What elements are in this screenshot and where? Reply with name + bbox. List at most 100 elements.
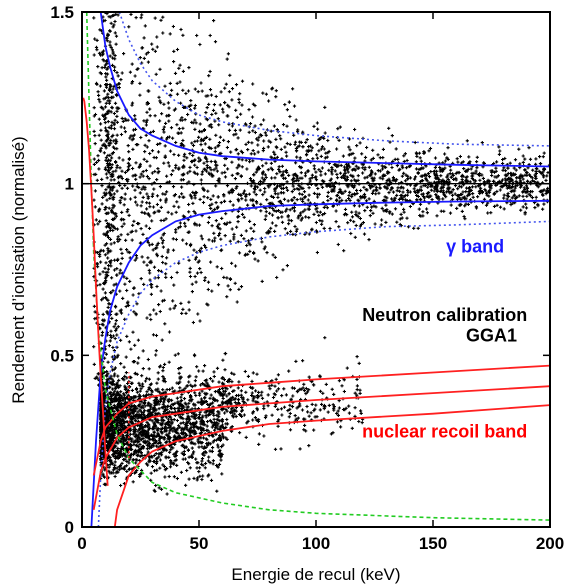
data-point <box>315 156 320 160</box>
data-point <box>503 156 507 161</box>
data-point <box>180 192 184 196</box>
data-point <box>186 89 191 93</box>
data-point <box>140 447 144 451</box>
data-point <box>233 128 237 132</box>
data-point <box>205 302 209 306</box>
data-point <box>148 437 152 442</box>
data-point <box>104 75 108 79</box>
data-point <box>517 194 521 198</box>
data-point <box>209 197 213 201</box>
data-point <box>156 389 160 393</box>
data-point <box>311 157 315 161</box>
data-point <box>402 210 406 214</box>
data-point <box>225 394 229 398</box>
data-point <box>268 230 272 234</box>
data-point <box>399 185 404 189</box>
data-point <box>115 109 119 113</box>
data-point <box>464 169 468 173</box>
data-point <box>113 258 117 262</box>
data-point <box>196 427 200 431</box>
data-point <box>203 156 208 160</box>
data-point <box>127 303 131 308</box>
data-point <box>149 292 153 296</box>
data-point <box>474 185 478 189</box>
data-point <box>191 201 195 205</box>
data-point <box>534 195 538 199</box>
data-point <box>140 453 144 457</box>
data-point <box>438 165 442 170</box>
data-point <box>237 199 241 203</box>
data-point <box>141 174 145 178</box>
data-point <box>513 186 517 190</box>
data-point <box>184 417 188 421</box>
data-point <box>123 282 127 286</box>
data-point <box>198 474 202 478</box>
data-point <box>326 194 330 198</box>
data-point <box>285 188 290 192</box>
data-point <box>193 274 197 279</box>
data-point <box>191 452 195 456</box>
data-point <box>253 124 257 128</box>
data-point <box>292 104 297 108</box>
data-point <box>227 90 231 94</box>
data-point <box>534 170 538 174</box>
data-point <box>166 210 170 214</box>
data-point <box>192 248 196 252</box>
data-point <box>106 267 110 271</box>
data-point <box>164 121 168 125</box>
data-point <box>340 198 344 202</box>
data-point <box>286 409 290 413</box>
data-point <box>115 449 120 453</box>
data-point <box>255 408 259 412</box>
data-point <box>215 424 219 428</box>
data-point <box>118 405 122 409</box>
data-point <box>445 175 449 179</box>
data-point <box>413 190 417 194</box>
data-point <box>481 176 485 180</box>
data-point <box>150 242 154 246</box>
data-point <box>99 427 104 431</box>
data-point <box>199 431 204 435</box>
data-point <box>120 466 124 470</box>
data-point <box>181 126 185 130</box>
data-point <box>460 209 464 213</box>
data-point <box>125 376 129 380</box>
data-point <box>443 159 447 163</box>
data-point <box>270 176 274 180</box>
data-point <box>223 156 227 161</box>
data-point <box>137 381 141 385</box>
data-point <box>479 188 483 192</box>
data-point <box>441 189 445 193</box>
data-point <box>264 214 268 218</box>
data-point <box>152 469 157 473</box>
data-point <box>146 422 150 426</box>
data-point <box>400 164 404 168</box>
data-point <box>305 138 309 142</box>
data-point <box>438 189 442 193</box>
data-point <box>502 166 506 170</box>
data-point <box>113 474 117 479</box>
data-point <box>157 438 161 442</box>
data-point <box>434 184 438 188</box>
data-point <box>136 338 140 342</box>
data-point <box>169 445 173 449</box>
data-point <box>380 218 384 222</box>
data-point <box>120 415 124 419</box>
data-point <box>205 420 210 424</box>
data-point <box>329 170 334 174</box>
data-point <box>111 468 115 472</box>
data-point <box>156 167 160 171</box>
data-point <box>215 265 219 269</box>
data-point <box>221 110 225 114</box>
data-point <box>234 414 238 418</box>
data-point <box>185 405 189 409</box>
data-point <box>223 234 227 238</box>
data-point <box>193 211 197 215</box>
data-point <box>118 183 122 188</box>
data-point <box>213 398 217 402</box>
data-point <box>231 203 235 207</box>
data-point <box>256 143 260 147</box>
data-point <box>191 143 196 148</box>
data-point <box>163 425 167 429</box>
data-point <box>155 246 159 250</box>
